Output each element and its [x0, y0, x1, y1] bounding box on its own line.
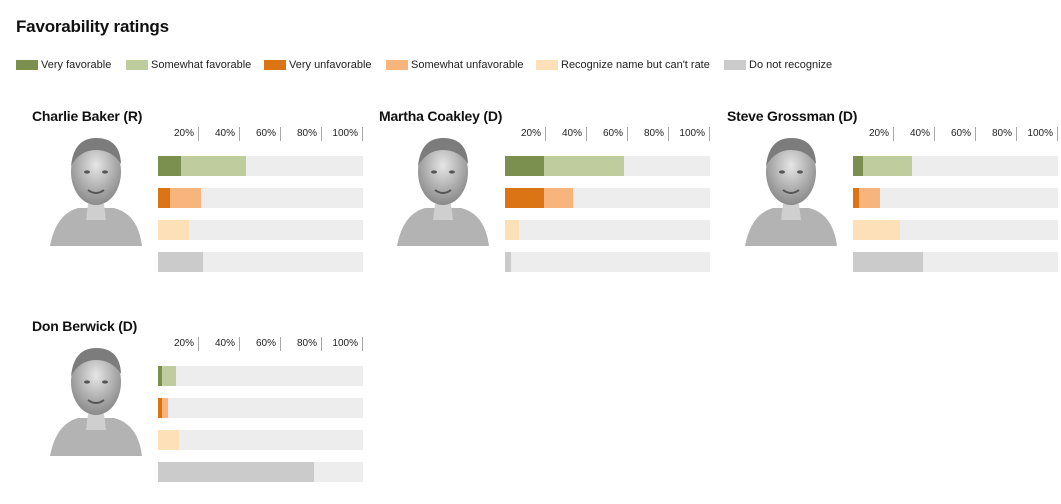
legend-swatch [724, 60, 746, 70]
legend-item-somewhat-unfavorable: Somewhat unfavorable [386, 58, 524, 72]
bar-recognize-cant-rate [853, 220, 901, 240]
bar-recognize-cant-rate [505, 220, 520, 240]
candidate-panel: Martha Coakley (D) 20% 40% 60% 80% 100% [379, 108, 710, 288]
legend-swatch [536, 60, 558, 70]
bar-somewhat-unfavorable [162, 398, 169, 418]
legend-item-very-unfavorable: Very unfavorable [264, 58, 372, 72]
legend-label: Somewhat favorable [151, 59, 252, 71]
bar-very-unfavorable [853, 188, 860, 208]
tick-label: 100% [1018, 127, 1058, 141]
not-recognize-bar [505, 252, 710, 272]
page-title: Favorability ratings [16, 17, 169, 36]
candidate-portrait-icon [48, 128, 144, 246]
bar-recognize-cant-rate [158, 430, 179, 450]
tick-label: 20% [159, 337, 199, 351]
tick-label: 40% [547, 127, 587, 141]
portrait-figure [397, 138, 489, 246]
legend-label: Very unfavorable [289, 59, 372, 71]
favorable-bar [505, 156, 710, 176]
tick-label: 80% [977, 127, 1017, 141]
x-axis: 20% 40% 60% 80% 100% [158, 337, 363, 351]
bar-somewhat-favorable [162, 366, 177, 386]
tick-label: 20% [159, 127, 199, 141]
bar-do-not-recognize [158, 462, 314, 482]
candidate-name: Martha Coakley (D) [379, 108, 503, 124]
legend-item-somewhat-favorable: Somewhat favorable [126, 58, 251, 72]
legend-label: Recognize name but can't rate [561, 59, 710, 71]
x-axis: 20% 40% 60% 80% 100% [853, 127, 1058, 141]
x-axis: 20% 40% 60% 80% 100% [505, 127, 710, 141]
favorable-bar [158, 366, 363, 386]
candidate-portrait-icon [743, 128, 839, 246]
tick-label: 80% [282, 127, 322, 141]
recognize-bar [158, 430, 363, 450]
unfavorable-bar [158, 398, 363, 418]
bar-do-not-recognize [505, 252, 512, 272]
candidate-name: Steve Grossman (D) [727, 108, 858, 124]
tick-label: 20% [506, 127, 546, 141]
tick-label: 40% [895, 127, 935, 141]
bar-somewhat-unfavorable [543, 188, 573, 208]
legend-swatch [386, 60, 408, 70]
unfavorable-bar [158, 188, 363, 208]
favorable-bar [158, 156, 363, 176]
recognize-bar [505, 220, 710, 240]
tick-label: 60% [588, 127, 628, 141]
recognize-bar [853, 220, 1058, 240]
bar-very-favorable [853, 156, 864, 176]
candidate-name: Charlie Baker (R) [32, 108, 143, 124]
bar-somewhat-unfavorable [859, 188, 880, 208]
portrait-figure [745, 138, 837, 246]
bar-very-favorable [505, 156, 544, 176]
portrait-figure [50, 138, 142, 246]
bar-very-unfavorable [505, 188, 544, 208]
tick-label: 60% [241, 337, 281, 351]
tick-label: 100% [323, 127, 363, 141]
bar-somewhat-favorable [863, 156, 913, 176]
not-recognize-bar [158, 252, 363, 272]
candidate-panel: Steve Grossman (D) 20% 40% 60% 80% 100% [727, 108, 1058, 288]
tick-label: 60% [936, 127, 976, 141]
legend-swatch [264, 60, 286, 70]
tick-label: 40% [200, 127, 240, 141]
bar-do-not-recognize [853, 252, 923, 272]
legend-item-do-not-recognize: Do not recognize [724, 58, 832, 72]
not-recognize-bar [158, 462, 363, 482]
bar-very-favorable [158, 156, 181, 176]
unfavorable-bar [505, 188, 710, 208]
tick-label: 60% [241, 127, 281, 141]
candidate-panel: Don Berwick (D) 20% 40% 60% 80% 100% [32, 318, 363, 498]
portrait-figure [50, 348, 142, 456]
bar-somewhat-favorable [543, 156, 624, 176]
bar-very-unfavorable [158, 188, 171, 208]
tick-label: 20% [854, 127, 894, 141]
tick-label: 40% [200, 337, 240, 351]
legend-swatch [126, 60, 148, 70]
candidate-portrait-icon [48, 338, 144, 456]
tick-label: 80% [629, 127, 669, 141]
tick-label: 100% [670, 127, 710, 141]
legend-swatch [16, 60, 38, 70]
bar-do-not-recognize [158, 252, 204, 272]
bar-somewhat-unfavorable [170, 188, 202, 208]
bar-recognize-cant-rate [158, 220, 189, 240]
legend-label: Do not recognize [749, 59, 833, 71]
unfavorable-bar [853, 188, 1058, 208]
recognize-bar [158, 220, 363, 240]
legend-item-recognize-cant-rate: Recognize name but can't rate [536, 58, 710, 72]
x-axis: 20% 40% 60% 80% 100% [158, 127, 363, 141]
legend-item-very-favorable: Very favorable [16, 58, 111, 72]
candidate-portrait-icon [395, 128, 491, 246]
candidate-panel: Charlie Baker (R) 20% 40% 60% 80% 100% [32, 108, 363, 288]
favorable-bar [853, 156, 1058, 176]
candidate-name: Don Berwick (D) [32, 318, 138, 334]
legend-label: Somewhat unfavorable [411, 59, 524, 71]
bar-somewhat-favorable [180, 156, 247, 176]
bar-very-unfavorable [158, 398, 163, 418]
not-recognize-bar [853, 252, 1058, 272]
bar-very-favorable [158, 366, 163, 386]
tick-label: 100% [323, 337, 363, 351]
legend-label: Very favorable [41, 59, 112, 71]
tick-label: 80% [282, 337, 322, 351]
